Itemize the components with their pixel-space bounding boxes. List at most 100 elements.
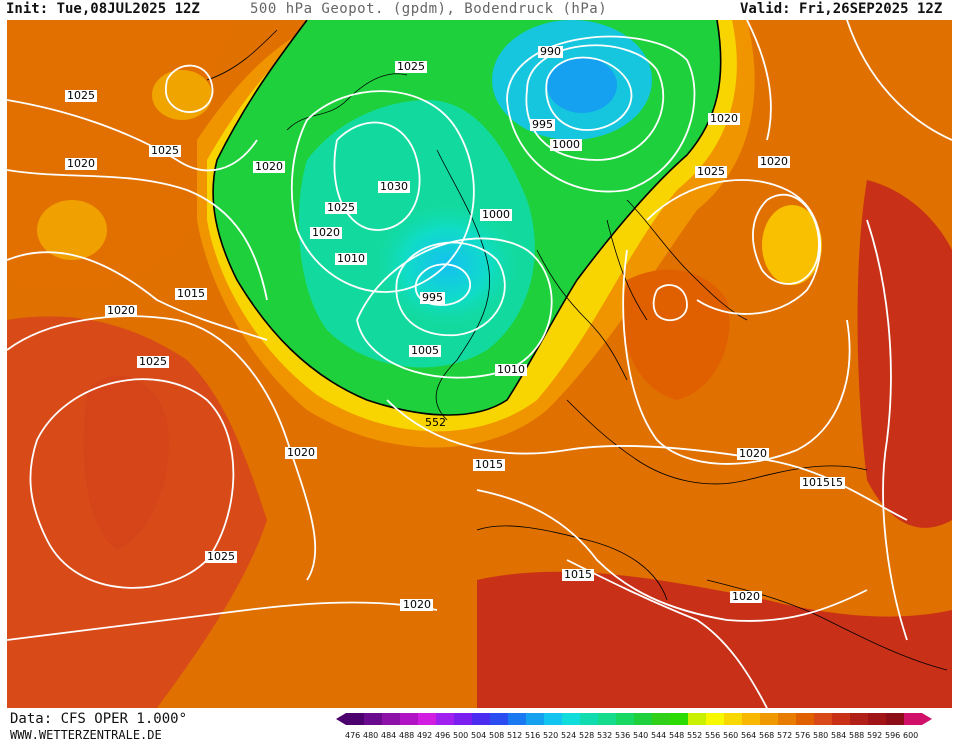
isobar-label: 1025 (65, 89, 97, 102)
isobar-label-box (395, 61, 427, 73)
isobar-label: 1025 (695, 165, 727, 178)
legend-tick-label: 504 (471, 731, 486, 740)
legend-tick-label: 584 (831, 731, 846, 740)
isobar-label-box (205, 551, 237, 563)
init-time: Init: Tue,08JUL2025 12Z (6, 1, 200, 17)
legend-swatch (490, 713, 508, 725)
legend-tick-label: 544 (651, 731, 666, 740)
red-band-southeast (477, 571, 952, 708)
legend-tick-label: 520 (543, 731, 558, 740)
isobar-label: 1015 (800, 476, 832, 489)
legend-swatch (688, 713, 706, 725)
isobar-label: 1010 (335, 252, 367, 265)
red-band-east (857, 180, 952, 528)
legend-swatch (724, 713, 742, 725)
isobar-label: 1020 (105, 304, 137, 317)
isobar-label-text: 1025 (207, 550, 235, 563)
isobar-label-text: 995 (532, 118, 553, 131)
isobar-label: 1025 (205, 550, 237, 563)
isobar-label-box (175, 288, 207, 300)
legend-swatch (400, 713, 418, 725)
legend-tick-label: 592 (867, 731, 882, 740)
footer-bar: Data: CFS OPER 1.000° WWW.WETTERZENTRALE… (0, 708, 959, 742)
isobar-label-box (378, 181, 410, 193)
isobar-label: 1030 (378, 180, 410, 193)
isobar-label-box (325, 202, 357, 214)
legend-tick-label: 528 (579, 731, 594, 740)
isobar-label-box (420, 292, 445, 304)
legend-tick-label: 484 (381, 731, 396, 740)
legend-swatch (796, 713, 814, 725)
isobar-label: 1020 (758, 155, 790, 168)
legend-swatch (544, 713, 562, 725)
isobar-label-text: 1005 (411, 344, 439, 357)
isobar-label-text: 1000 (482, 208, 510, 221)
legend-tick-label: 580 (813, 731, 828, 740)
isobar-label-text: 1020 (67, 157, 95, 170)
legend-tick-label: 552 (687, 731, 702, 740)
legend-tick-label: 516 (525, 731, 540, 740)
map-title: 500 hPa Geopot. (gpdm), Bodendruck (hPa) (250, 1, 608, 17)
isobar-label: 990 (538, 45, 563, 58)
legend-tick-label: 556 (705, 731, 720, 740)
isobar-label-text: 1020 (739, 447, 767, 460)
isobar-label-box (310, 227, 342, 239)
legend-arrow-left (336, 713, 346, 725)
legend-swatch (472, 713, 490, 725)
legend-swatch (418, 713, 436, 725)
isobar-label: 1010 (495, 363, 527, 376)
isobar-label: 1020 (730, 590, 762, 603)
isobar-label-box (65, 158, 97, 170)
isobar-label: 1025 (137, 355, 169, 368)
isobar-label-box (409, 345, 441, 357)
isobar-label-text: 1010 (337, 252, 365, 265)
legend-tick-label: 568 (759, 731, 774, 740)
legend-arrow-right (922, 713, 932, 725)
isobar-label-box (737, 448, 769, 460)
legend-swatch (526, 713, 544, 725)
website-label: WWW.WETTERZENTRALE.DE (10, 728, 162, 742)
isobar-label-box (562, 569, 594, 581)
legend-swatch (904, 713, 922, 725)
isobar-label: 995 (530, 118, 555, 131)
isobar-label: 995 (420, 291, 445, 304)
legend-swatch (760, 713, 778, 725)
legend-swatch (814, 713, 832, 725)
legend-swatch (454, 713, 472, 725)
legend-tick-label: 600 (903, 731, 918, 740)
isobar-label: 1020 (401, 598, 433, 611)
isobar-label-text: 1025 (397, 60, 425, 73)
yellow-blob-scandinavia (762, 205, 822, 285)
yellow-blob-northwest (152, 70, 212, 120)
legend-tick-label: 548 (669, 731, 684, 740)
legend-tick-label: 572 (777, 731, 792, 740)
legend-tick-label: 596 (885, 731, 900, 740)
legend-tick-label: 492 (417, 731, 432, 740)
legend-tick-label: 508 (489, 731, 504, 740)
contour-552-label: 552 (425, 416, 446, 429)
isobar-label-box (530, 119, 555, 131)
legend-swatch (832, 713, 850, 725)
legend-swatch (598, 713, 616, 725)
legend-tick-label: 512 (507, 731, 522, 740)
isobar-label: 1025 (325, 201, 357, 214)
isobar-label-box (285, 447, 317, 459)
isobar-label-text: 1025 (327, 201, 355, 214)
red-band-southwest (7, 316, 267, 708)
legend-swatch (706, 713, 724, 725)
isobar-label: 1015 (473, 458, 505, 471)
legend-tick-label: 476 (345, 731, 360, 740)
isobar-label-text: 1015 (564, 568, 592, 581)
isobar-label-box (550, 139, 582, 151)
isobar-label: 1020 (708, 112, 740, 125)
legend-swatch (382, 713, 400, 725)
isobar-label-box (538, 46, 563, 58)
legend-tick-label: 564 (741, 731, 756, 740)
isobar-label: 1005 (409, 344, 441, 357)
legend-swatch (634, 713, 652, 725)
legend-swatch (778, 713, 796, 725)
isobar-label-text: 1020 (760, 155, 788, 168)
legend-swatch (670, 713, 688, 725)
legend-tick-label: 496 (435, 731, 450, 740)
yellow-blob-west (37, 200, 107, 260)
